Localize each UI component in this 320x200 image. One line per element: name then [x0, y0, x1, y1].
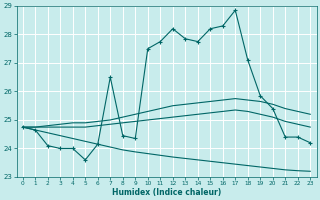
X-axis label: Humidex (Indice chaleur): Humidex (Indice chaleur)	[112, 188, 221, 197]
